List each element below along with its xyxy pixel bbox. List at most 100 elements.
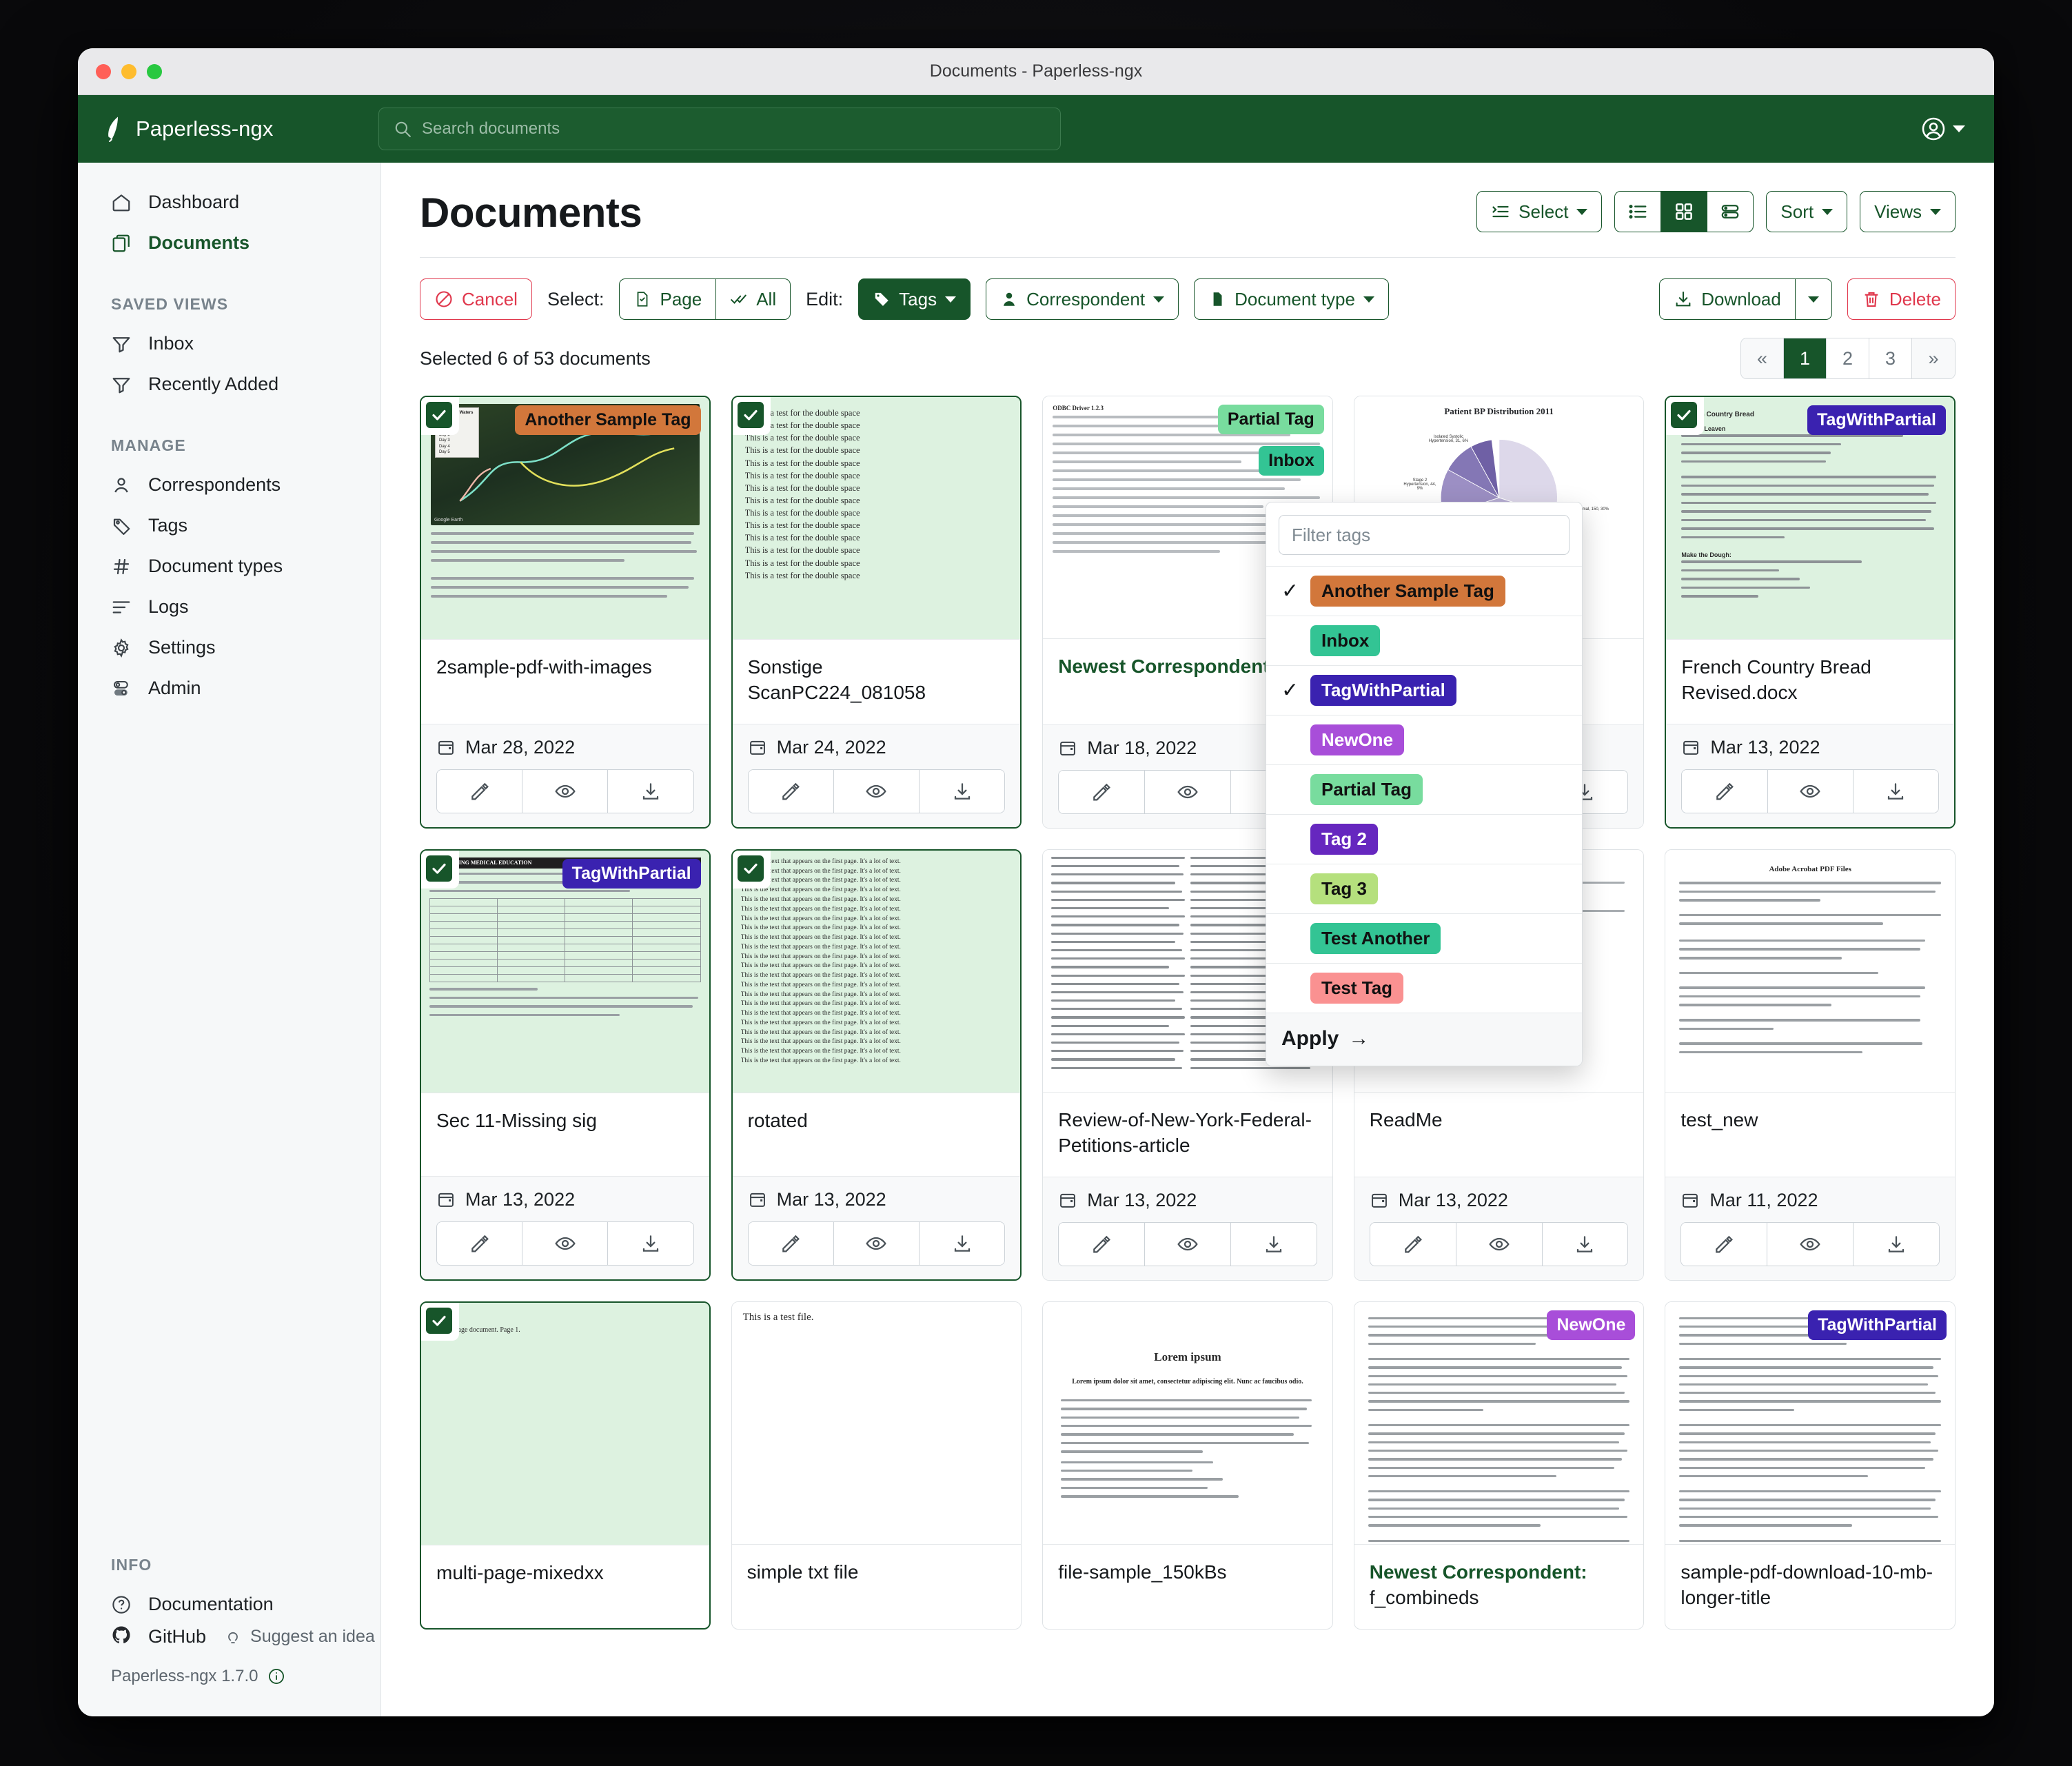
document-thumbnail[interactable]: This is a test for the double space This … [732, 397, 1021, 640]
download-document-button[interactable] [608, 769, 693, 813]
preview-document-button[interactable] [1145, 770, 1231, 813]
sidebar-item-documents[interactable]: Documents [78, 223, 380, 263]
edit-document-button[interactable] [748, 769, 834, 813]
document-thumbnail[interactable]: Adobe Acrobat PDF Files [1665, 849, 1955, 1093]
filter-tags-input[interactable] [1279, 515, 1570, 555]
tag-menu-item[interactable]: Tag 3 [1266, 864, 1582, 913]
download-document-button[interactable] [1542, 1222, 1628, 1266]
document-card[interactable]: This is the text that appears on the fir… [731, 849, 1022, 1281]
tags-dropdown-button[interactable]: Tags [858, 278, 971, 320]
download-button[interactable]: Download [1659, 278, 1795, 320]
tag-menu-item[interactable]: ✓ TagWithPartial [1266, 665, 1582, 715]
cancel-button[interactable]: Cancel [420, 278, 532, 320]
preview-document-button[interactable] [1145, 1222, 1231, 1266]
search-input[interactable] [378, 108, 1061, 150]
document-thumbnail[interactable]: This is a test file. [731, 1301, 1022, 1545]
tag-menu-item[interactable]: Partial Tag [1266, 764, 1582, 814]
select-all-button[interactable]: All [715, 278, 791, 320]
preview-document-button[interactable] [1767, 1222, 1854, 1266]
document-tag-chip[interactable]: Inbox [1259, 446, 1324, 476]
document-type-dropdown-button[interactable]: Document type [1194, 278, 1389, 320]
document-thumbnail[interactable]: TagWithPartial CONTINUING MEDICAL EDUCATI… [421, 850, 709, 1093]
grid-view-button[interactable] [1660, 191, 1707, 232]
pagination-page-1[interactable]: 1 [1784, 338, 1827, 378]
document-card[interactable]: Lorem ipsum Lorem ipsum dolor sit amet, c… [1042, 1301, 1333, 1630]
edit-document-button[interactable] [437, 769, 523, 813]
edit-document-button[interactable] [1059, 770, 1146, 813]
tag-menu-item[interactable]: NewOne [1266, 715, 1582, 764]
sidebar-item-settings[interactable]: Settings [78, 627, 380, 668]
document-card[interactable]: Another Sample TagBoundary Waters TripLe… [420, 396, 711, 829]
sidebar-item-recently-added[interactable]: Recently Added [78, 364, 380, 405]
document-card[interactable]: TagWithPartial CONTINUING MEDICAL EDUCATI… [420, 849, 711, 1281]
preview-document-button[interactable] [1456, 1222, 1543, 1266]
preview-document-button[interactable] [833, 769, 920, 813]
document-thumbnail[interactable]: a multi page document. Page 1. [421, 1302, 709, 1545]
document-thumbnail[interactable]: NewOne [1354, 1301, 1644, 1545]
document-card[interactable]: TagWithPartial sample-pdf-download-10-mb-… [1665, 1301, 1956, 1630]
sidebar-item-dashboard[interactable]: Dashboard [78, 182, 380, 223]
tag-menu-item[interactable]: ✓ Another Sample Tag [1266, 566, 1582, 616]
sidebar-item-document-types[interactable]: Document types [78, 546, 380, 587]
sidebar-item-github[interactable]: GitHub [111, 1625, 206, 1649]
document-card[interactable]: This is a test file. simple txt file [731, 1301, 1022, 1630]
delete-button[interactable]: Delete [1847, 278, 1956, 320]
document-tag-chip[interactable]: Another Sample Tag [515, 405, 701, 435]
download-options-button[interactable] [1794, 278, 1832, 320]
apply-tags-button[interactable]: Apply → [1266, 1013, 1582, 1066]
close-window-button[interactable] [96, 63, 111, 79]
pagination-page-2[interactable]: 2 [1827, 338, 1869, 378]
list-view-button[interactable] [1614, 191, 1661, 232]
document-checkbox[interactable] [732, 850, 771, 889]
document-checkbox[interactable] [1666, 397, 1705, 435]
brand[interactable]: Paperless-ngx [104, 116, 366, 142]
document-tag-chip[interactable]: Partial Tag [1217, 405, 1324, 434]
document-thumbnail[interactable]: This is the text that appears on the fir… [732, 850, 1021, 1093]
pagination-next[interactable]: » [1912, 338, 1955, 378]
sidebar-item-admin[interactable]: Admin [78, 668, 380, 709]
document-checkbox[interactable] [732, 397, 771, 435]
views-dropdown-button[interactable]: Views [1860, 191, 1956, 232]
document-tag-chip[interactable]: NewOne [1547, 1310, 1636, 1340]
edit-document-button[interactable] [1681, 1222, 1768, 1266]
account-menu[interactable] [1921, 116, 1965, 141]
correspondent-dropdown-button[interactable]: Correspondent [986, 278, 1179, 320]
sidebar-item-tags[interactable]: Tags [78, 505, 380, 546]
tag-menu-item[interactable]: Test Another [1266, 913, 1582, 963]
tag-menu-item[interactable]: Inbox [1266, 616, 1582, 665]
window-controls[interactable] [96, 63, 162, 79]
preview-document-button[interactable] [1767, 769, 1853, 813]
document-tag-chip[interactable]: TagWithPartial [1808, 1310, 1947, 1340]
edit-document-button[interactable] [1682, 769, 1768, 813]
sidebar-item-inbox[interactable]: Inbox [78, 323, 380, 364]
document-card[interactable]: Adobe Acrobat PDF Files test_new Mar 11, 2… [1665, 849, 1956, 1281]
sidebar-item-logs[interactable]: Logs [78, 587, 380, 627]
info-icon[interactable] [267, 1667, 285, 1685]
document-thumbnail[interactable]: Another Sample TagBoundary Waters TripLe… [421, 397, 709, 640]
minimize-window-button[interactable] [121, 63, 136, 79]
edit-document-button[interactable] [1370, 1222, 1456, 1266]
document-tag-chip[interactable]: TagWithPartial [562, 858, 701, 889]
download-document-button[interactable] [1230, 1222, 1317, 1266]
document-thumbnail[interactable]: TagWithPartial [1665, 1301, 1955, 1545]
sidebar-item-suggest-an-idea[interactable]: Suggest an idea [224, 1627, 375, 1647]
edit-document-button[interactable] [1059, 1222, 1146, 1266]
document-checkbox[interactable] [421, 1302, 459, 1341]
sort-dropdown-button[interactable]: Sort [1766, 191, 1848, 232]
download-document-button[interactable] [920, 1221, 1005, 1265]
document-card[interactable]: NewOne Newest Correspondent: f_combineds [1353, 1301, 1645, 1630]
tag-menu-item[interactable]: Tag 2 [1266, 814, 1582, 864]
document-thumbnail[interactable]: Lorem ipsum Lorem ipsum dolor sit amet, c… [1043, 1301, 1332, 1545]
document-tag-chip[interactable]: TagWithPartial [1807, 405, 1946, 435]
select-page-button[interactable]: Page [619, 278, 716, 320]
download-document-button[interactable] [608, 1221, 693, 1265]
tag-menu-item[interactable]: Test Tag [1266, 963, 1582, 1013]
preview-document-button[interactable] [833, 1221, 920, 1265]
pagination-prev[interactable]: « [1741, 338, 1784, 378]
detail-view-button[interactable] [1707, 191, 1754, 232]
edit-document-button[interactable] [437, 1221, 523, 1265]
document-card[interactable]: This is a test for the double space This … [731, 396, 1022, 829]
select-dropdown-button[interactable]: Select [1476, 191, 1603, 232]
